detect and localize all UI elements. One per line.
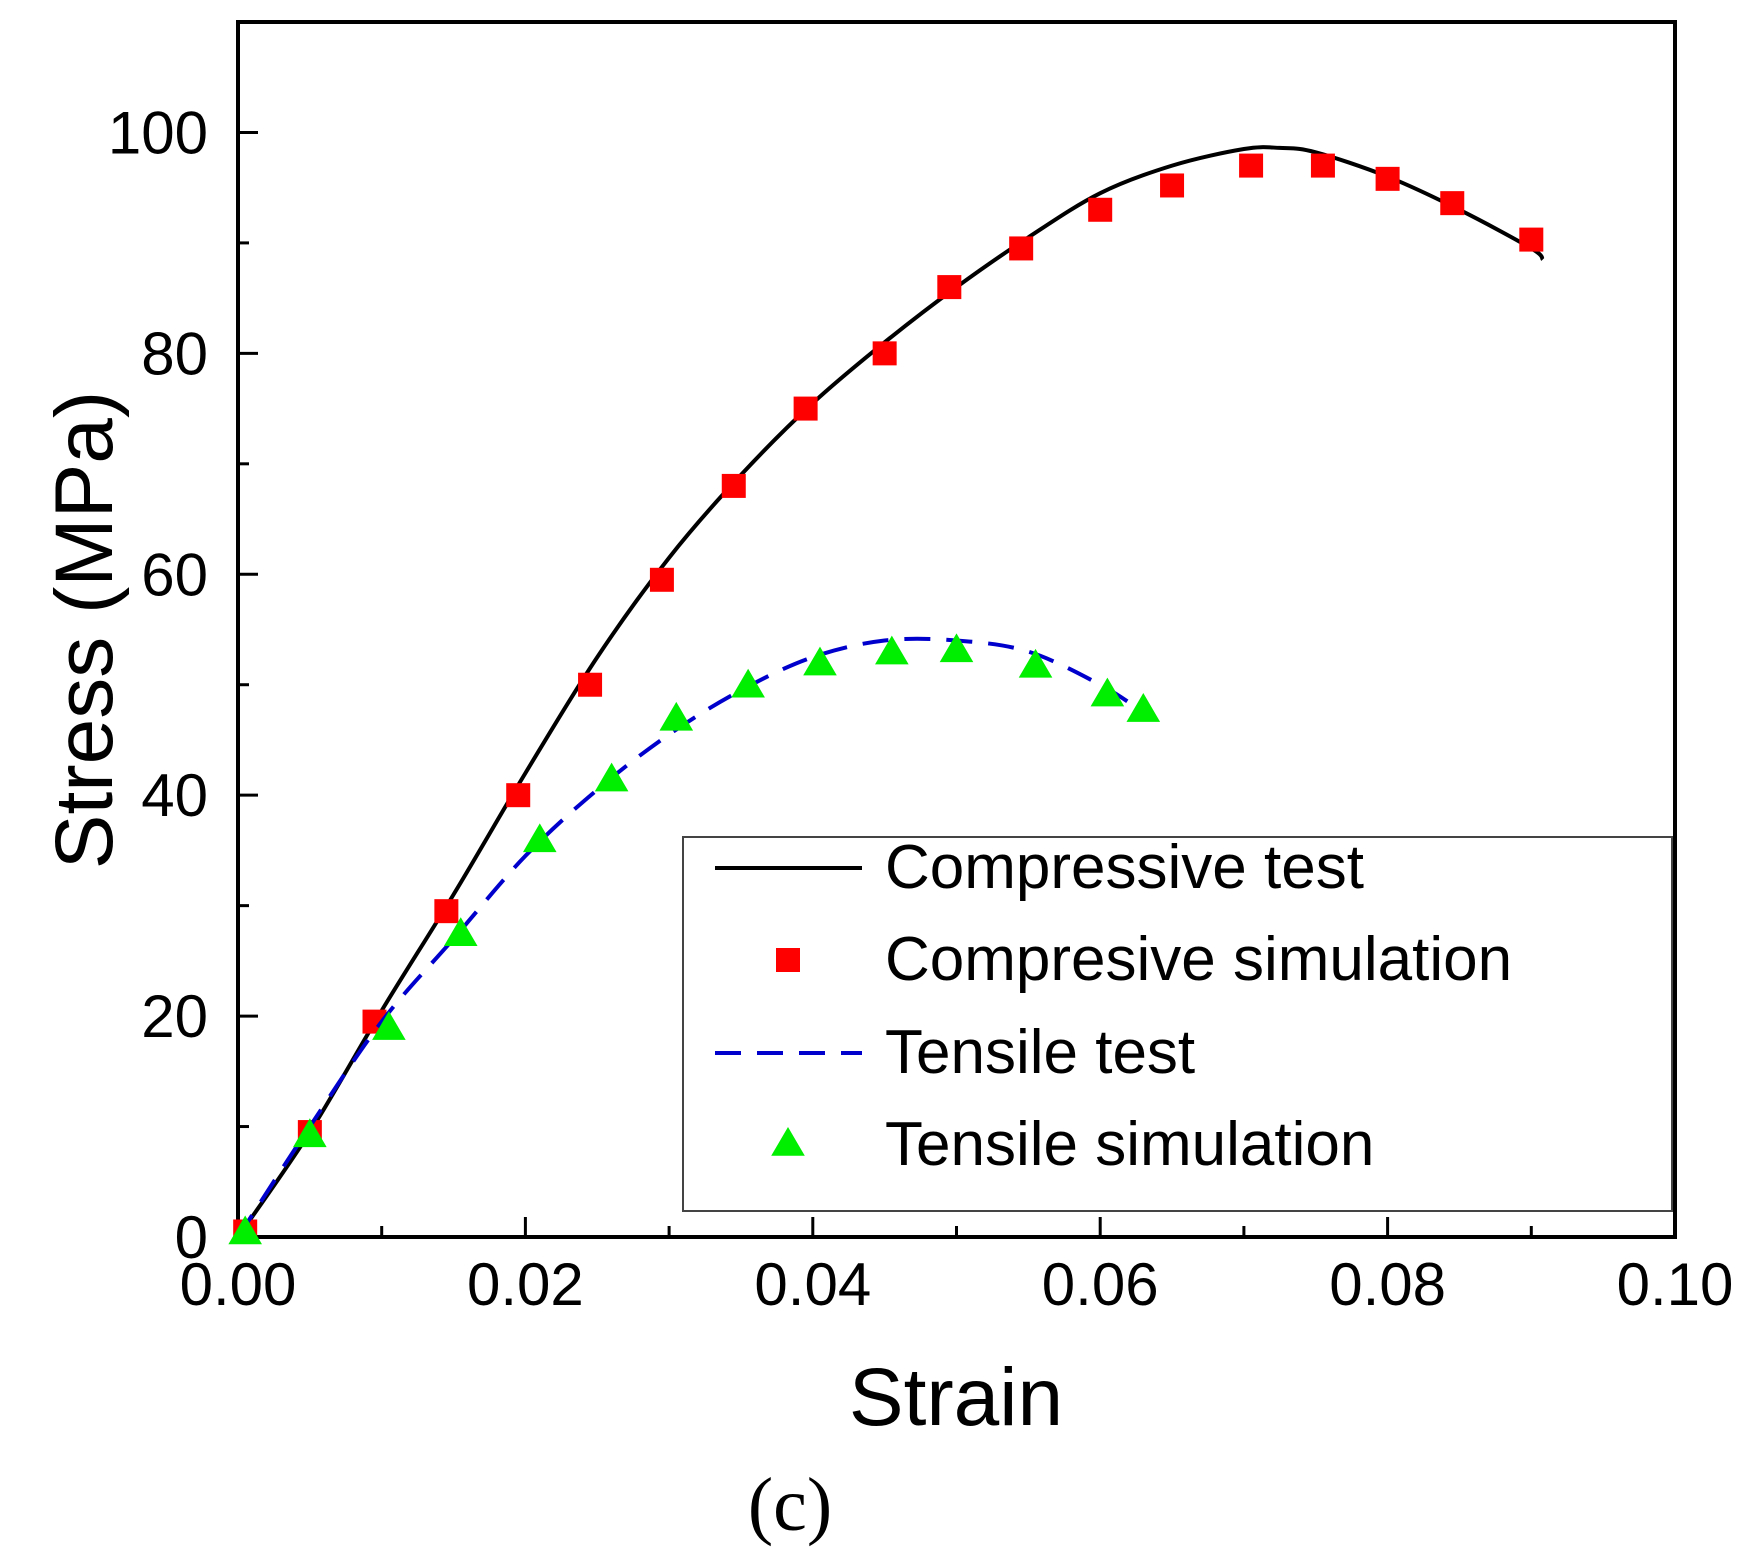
series-compresive-simulation	[233, 153, 1544, 1244]
x-tick-label: 0.06	[1042, 1251, 1159, 1318]
triangle-marker	[1090, 677, 1125, 707]
square-marker	[1009, 236, 1034, 261]
triangle-marker	[659, 701, 694, 731]
triangle-marker	[443, 917, 478, 947]
legend-box	[682, 836, 1673, 1212]
series-line	[236, 636, 1145, 1239]
square-marker	[1519, 227, 1544, 252]
y-tick-label: 20	[141, 983, 208, 1050]
square-marker	[1239, 153, 1264, 178]
legend-label: Tensile test	[885, 1018, 1195, 1087]
y-tick-label: 80	[141, 320, 208, 387]
series-layer	[228, 145, 1545, 1245]
triangle-marker	[875, 635, 909, 665]
triangle-marker	[1018, 648, 1053, 678]
triangle-marker	[293, 1118, 327, 1148]
x-axis-title: Strain	[849, 1352, 1063, 1443]
square-marker	[506, 783, 531, 808]
x-tick-label: 0.00	[180, 1251, 297, 1318]
square-marker	[434, 899, 459, 924]
y-tick-label: 40	[141, 762, 208, 829]
legend-entries: Compressive test Compresive simulation Ten…	[715, 833, 1512, 1179]
triangle-marker	[228, 1215, 262, 1245]
y-axis-ticks: 0 20 40 60 80 100	[108, 99, 258, 1271]
square-marker	[937, 275, 962, 300]
triangle-marker	[731, 668, 765, 698]
square-marker	[793, 396, 818, 421]
square-marker	[1160, 173, 1185, 198]
legend-triangle-symbol	[771, 1127, 805, 1156]
x-tick-label: 0.04	[754, 1251, 871, 1318]
square-marker	[721, 473, 746, 498]
legend: Compressive test Compresive simulation Ten…	[682, 833, 1673, 1212]
square-marker	[649, 567, 674, 592]
y-tick-label: 100	[108, 99, 208, 166]
panel-label: (c)	[748, 1463, 832, 1547]
series-tensile-simulation	[228, 633, 1161, 1245]
series-tensile-test	[236, 636, 1145, 1239]
x-tick-label: 0.10	[1617, 1251, 1734, 1318]
square-marker	[1310, 153, 1335, 178]
y-tick-label: 0	[175, 1204, 208, 1271]
square-marker	[872, 341, 897, 366]
square-marker	[1088, 197, 1113, 222]
x-axis-ticks: 0.00 0.02 0.04 0.06 0.08 0.10	[180, 1217, 1734, 1318]
legend-label: Tensile simulation	[885, 1110, 1374, 1179]
legend-label: Compressive test	[885, 833, 1364, 902]
square-marker	[578, 672, 603, 697]
triangle-marker	[939, 633, 974, 663]
x-tick-label: 0.08	[1329, 1251, 1446, 1318]
y-tick-label: 60	[141, 541, 208, 608]
legend-item: Compressive test	[715, 833, 1364, 902]
triangle-marker	[803, 646, 837, 676]
legend-item: Tensile simulation	[771, 1110, 1374, 1179]
triangle-marker	[522, 823, 557, 853]
triangle-marker	[1126, 693, 1161, 722]
legend-item: Compresive simulation	[776, 925, 1512, 994]
x-tick-label: 0.02	[467, 1251, 584, 1318]
triangle-marker	[594, 762, 629, 792]
triangle-marker	[372, 1011, 406, 1040]
y-axis-title: Stress (MPa)	[39, 391, 130, 869]
legend-item: Tensile test	[715, 1018, 1195, 1087]
legend-label: Compresive simulation	[885, 925, 1512, 994]
square-marker	[1440, 191, 1465, 216]
square-marker	[1375, 166, 1400, 191]
legend-square-symbol	[776, 948, 800, 972]
